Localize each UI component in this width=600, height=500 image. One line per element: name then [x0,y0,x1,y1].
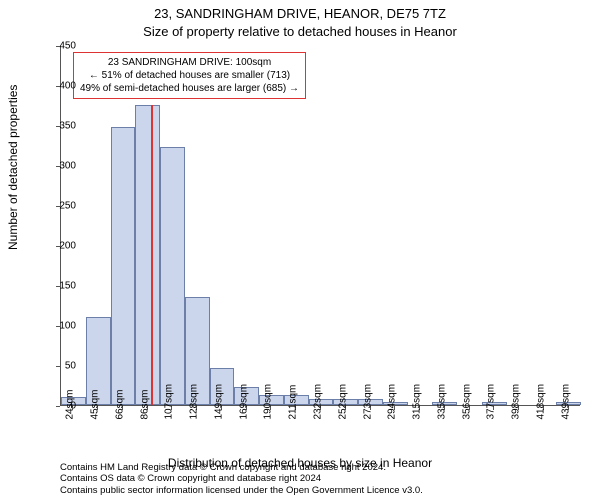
y-tick-label: 450 [46,41,76,52]
y-tick-mark [56,166,60,167]
annotation-line: ← 51% of detached houses are smaller (71… [80,69,299,82]
y-tick-label: 300 [46,161,76,172]
y-tick-mark [56,366,60,367]
chart-container: 23, SANDRINGHAM DRIVE, HEANOR, DE75 7TZ … [0,0,600,500]
y-tick-label: 350 [46,121,76,132]
y-tick-mark [56,326,60,327]
annotation-line: 49% of semi-detached houses are larger (… [80,82,299,95]
y-tick-mark [56,126,60,127]
y-axis-label: Number of detached properties [6,85,20,250]
histogram-bar [135,105,160,405]
y-tick-label: 100 [46,321,76,332]
histogram-bar [160,147,185,405]
y-tick-mark [56,286,60,287]
y-tick-label: 50 [46,361,76,372]
plot-area: 23 SANDRINGHAM DRIVE: 100sqm← 51% of det… [60,46,580,406]
chart-title: 23, SANDRINGHAM DRIVE, HEANOR, DE75 7TZ [0,6,600,21]
y-tick-mark [56,46,60,47]
y-tick-mark [56,406,60,407]
y-tick-label: 150 [46,281,76,292]
y-tick-label: 200 [46,241,76,252]
footnote-line: Contains public sector information licen… [60,485,423,496]
annotation-line: 23 SANDRINGHAM DRIVE: 100sqm [80,56,299,69]
histogram-bar [111,127,136,405]
footnote-line: Contains HM Land Registry data © Crown c… [60,462,423,473]
chart-subtitle: Size of property relative to detached ho… [0,24,600,39]
footnote-line: Contains OS data © Crown copyright and d… [60,473,423,484]
y-tick-label: 250 [46,201,76,212]
y-tick-mark [56,86,60,87]
annotation-box: 23 SANDRINGHAM DRIVE: 100sqm← 51% of det… [73,52,306,99]
footnote: Contains HM Land Registry data © Crown c… [60,462,423,496]
y-tick-mark [56,246,60,247]
marker-line [151,105,153,405]
y-tick-label: 400 [46,81,76,92]
y-tick-mark [56,206,60,207]
